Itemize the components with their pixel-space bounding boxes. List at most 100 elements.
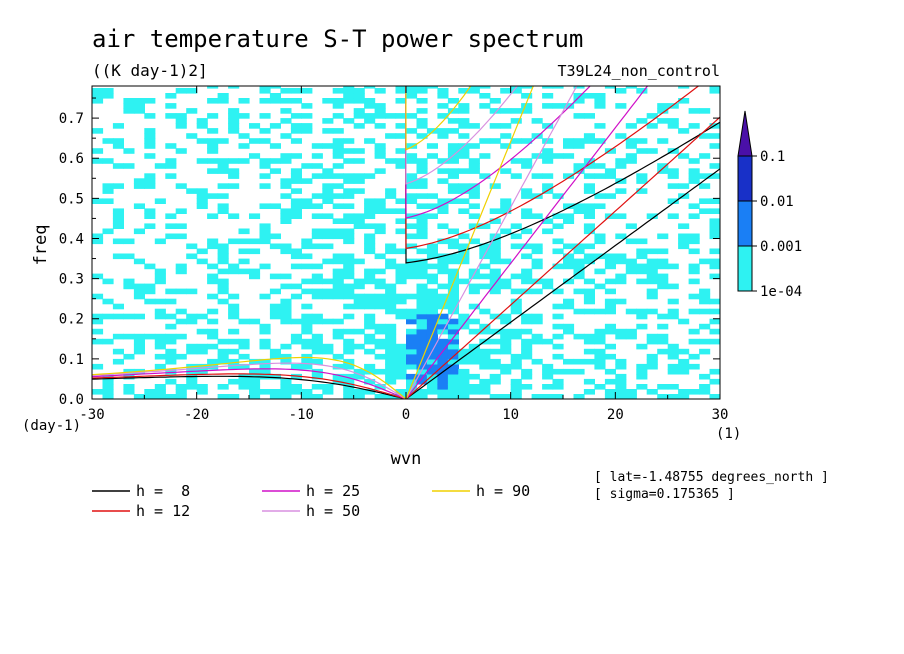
spectrum-cell (657, 233, 669, 240)
spectrum-cell (426, 128, 438, 134)
spectrum-cell (92, 389, 104, 395)
spectrum-cell (583, 208, 595, 214)
spectrum-cell (154, 389, 166, 395)
spectrum-cell (563, 303, 575, 310)
spectrum-cell (615, 88, 627, 94)
colorbar-label: 1e-04 (760, 284, 802, 300)
spectrum-cell (259, 228, 271, 235)
spectrum-cell (458, 378, 470, 385)
spectrum-cell (521, 278, 533, 285)
spectrum-cell (112, 238, 124, 245)
spectrum-cell (426, 278, 438, 285)
spectrum-cell (301, 88, 313, 94)
spectrum-cell (238, 248, 250, 255)
spectrum-cell (667, 368, 679, 375)
spectrum-cell (259, 88, 271, 94)
spectrum-cell (249, 368, 261, 375)
colorbar-extend-arrow (737, 110, 753, 157)
spectrum-cell (406, 273, 418, 280)
spectrum-cell (102, 384, 114, 390)
spectrum-cell (426, 273, 438, 280)
spectrum-cell (552, 248, 564, 255)
spectrum-cell (688, 278, 700, 285)
spectrum-cell (437, 258, 449, 265)
spectrum-cell (332, 268, 344, 275)
spectrum-cell (311, 348, 323, 355)
spectrum-cell (594, 283, 606, 290)
spectrum-cell (343, 228, 355, 235)
spectrum-cell (416, 183, 428, 189)
spectrum-cell (437, 178, 449, 184)
spectrum-cell (667, 308, 679, 315)
spectrum-cell (416, 373, 428, 380)
spectrum-cell (646, 258, 658, 265)
spectrum-cell (563, 103, 575, 109)
spectrum-cell (447, 328, 459, 335)
spectrum-cell (646, 123, 658, 129)
spectrum-cell (249, 394, 261, 399)
spectrum-cell (447, 98, 459, 104)
spectrum-cell (709, 218, 720, 224)
spectrum-cell (447, 188, 459, 194)
plot-area (91, 85, 721, 400)
spectrum-cell (290, 248, 302, 255)
spectrum-cell (353, 258, 365, 265)
spectrum-cell (133, 313, 145, 320)
spectrum-cell (437, 384, 449, 390)
spectrum-cell (573, 98, 585, 104)
spectrum-cell (123, 353, 135, 360)
spectrum-cell (458, 208, 470, 214)
spectrum-cell (594, 103, 606, 109)
spectrum-cell (573, 368, 585, 375)
spectrum-cell (311, 288, 323, 295)
spectrum-cell (426, 153, 438, 159)
spectrum-cell (353, 293, 365, 300)
spectrum-cell (290, 283, 302, 290)
spectrum-cell (573, 333, 585, 340)
spectrum-cell (657, 348, 669, 355)
spectrum-cell (144, 138, 156, 144)
spectrum-cell (207, 278, 219, 285)
spectrum-cell (102, 394, 114, 399)
spectrum-cell (269, 389, 281, 395)
spectrum-cell (583, 163, 595, 169)
spectrum-cell (175, 308, 187, 315)
spectrum-cell (343, 218, 355, 224)
spectrum-cell (709, 133, 720, 139)
spectrum-cell (154, 333, 166, 340)
spectrum-cell (280, 108, 292, 114)
spectrum-cell (133, 108, 145, 114)
spectrum-cell (699, 258, 711, 265)
spectrum-cell (468, 288, 480, 295)
spectrum-cell (510, 288, 522, 295)
spectrum-cell (510, 118, 522, 124)
spectrum-cell (343, 378, 355, 385)
spectrum-cell (154, 343, 166, 350)
spectrum-cell (542, 283, 554, 290)
spectrum-cell (542, 278, 554, 285)
spectrum-cell (437, 238, 449, 245)
spectrum-cell (542, 138, 554, 144)
spectrum-cell (447, 283, 459, 290)
spectrum-cell (447, 148, 459, 154)
spectrum-cell (447, 288, 459, 295)
spectrum-cell (458, 233, 470, 240)
spectrum-cell (510, 108, 522, 114)
spectrum-cell (479, 223, 491, 229)
spectrum-cell (280, 98, 292, 104)
spectrum-cell (416, 308, 428, 315)
spectrum-cell (426, 293, 438, 300)
spectrum-cell (426, 384, 438, 390)
spectrum-cell (615, 253, 627, 260)
spectrum-cell (552, 263, 564, 270)
spectrum-cell (437, 133, 449, 139)
spectrum-cell (604, 298, 616, 305)
spectrum-cell (531, 153, 543, 159)
spectrum-cell (604, 263, 616, 270)
spectrum-cell (625, 238, 637, 245)
spectrum-cell (416, 248, 428, 255)
spectrum-cell (238, 384, 250, 390)
power-spectrum-field (92, 86, 720, 399)
spectrum-cell (426, 323, 438, 330)
spectrum-cell (395, 158, 407, 164)
